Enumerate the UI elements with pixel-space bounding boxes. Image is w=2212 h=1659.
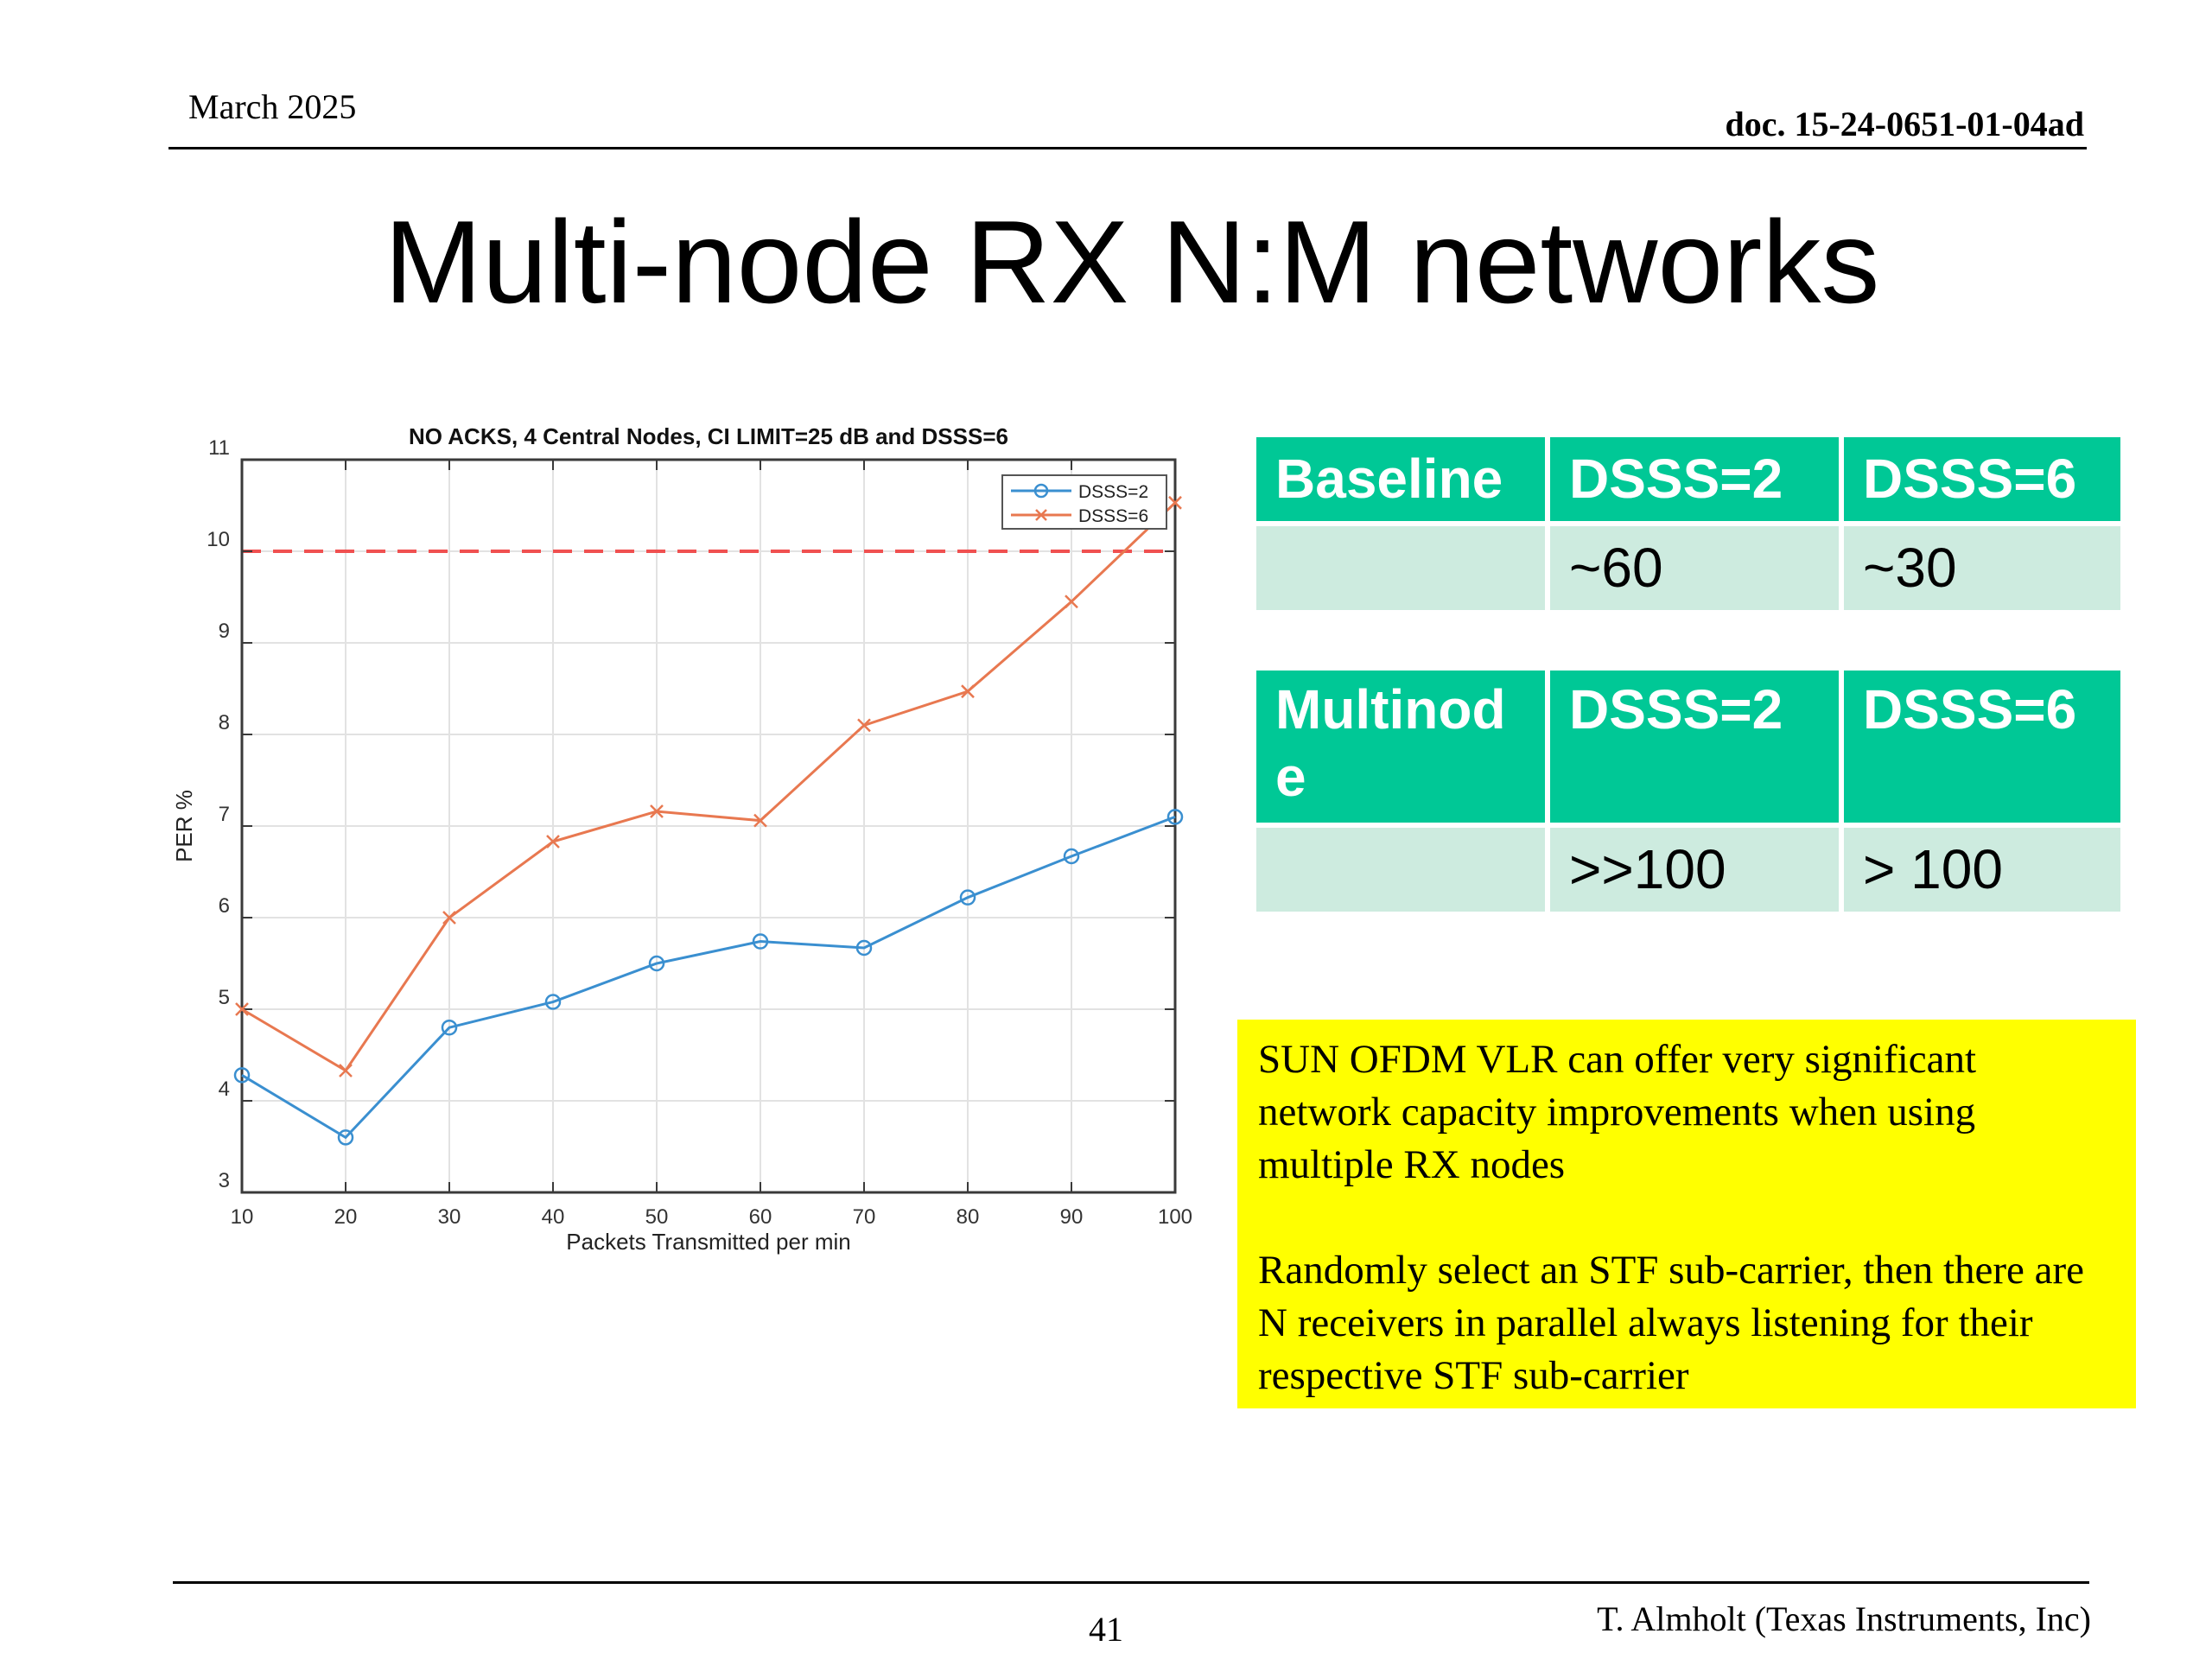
- x-tick-label: 40: [542, 1205, 565, 1229]
- data-point: [753, 813, 767, 828]
- table-header-cell: DSSS=2: [1550, 671, 1839, 823]
- data-point: [857, 718, 871, 733]
- y-tick-label: 9: [219, 620, 230, 643]
- data-point: [961, 684, 975, 699]
- x-tick-label: 60: [749, 1205, 772, 1229]
- multinode-table: Multinod e DSSS=2 DSSS=6 >>100 > 100: [1251, 665, 2126, 917]
- y-tick-label: 7: [219, 803, 230, 826]
- data-point: [1166, 809, 1184, 825]
- data-point: [648, 955, 665, 972]
- x-tick-label: 100: [1158, 1205, 1192, 1229]
- table-header-row: Baseline DSSS=2 DSSS=6: [1256, 437, 2120, 521]
- series-line-dsss-6: [241, 501, 1177, 1073]
- data-point: [441, 1019, 458, 1036]
- chart-title: NO ACKS, 4 Central Nodes, CI LIMIT=25 dB…: [409, 423, 1008, 449]
- series-line-dsss-2: [241, 815, 1176, 1140]
- data-point: [959, 889, 976, 906]
- table-cell: ~60: [1550, 526, 1839, 610]
- x-tick-label: 50: [645, 1205, 669, 1229]
- per-line-chart: 10 20 30 40 50 60 70 80 90 100 3 4 5 6 7 8 9 10 11 NO ACKS,…: [171, 423, 1192, 1255]
- data-point: [752, 933, 769, 950]
- slide-title: Multi-node RX N:M networks: [384, 196, 1880, 327]
- data-point: [1065, 594, 1078, 609]
- y-tick-label: 10: [207, 528, 230, 551]
- y-axis-label: PER %: [171, 790, 197, 862]
- table-cell: [1256, 526, 1545, 610]
- data-point: [546, 835, 560, 849]
- table-header-cell: Baseline: [1256, 437, 1545, 521]
- data-point: [339, 1064, 353, 1077]
- y-tick-label: 11: [208, 436, 230, 460]
- data-point: [337, 1129, 354, 1146]
- table-row: >>100 > 100: [1256, 828, 2120, 912]
- x-tick-label: 70: [853, 1205, 876, 1229]
- data-point: [855, 939, 873, 957]
- data-point: [235, 1002, 249, 1016]
- data-point: [650, 804, 664, 818]
- footer-divider: [173, 1581, 2089, 1584]
- table-cell: >>100: [1550, 828, 1839, 912]
- x-tick-label: 30: [438, 1205, 461, 1229]
- legend-marker: [1035, 509, 1047, 521]
- page-number: 41: [1089, 1610, 1123, 1649]
- data-point: [544, 994, 562, 1010]
- header-divider: [168, 147, 2087, 149]
- legend-label: DSSS=6: [1078, 506, 1148, 526]
- legend-box: [1001, 474, 1167, 530]
- x-tick-label: 80: [957, 1205, 980, 1229]
- header-doc-id: doc. 15-24-0651-01-04ad: [1725, 105, 2084, 143]
- table-header-cell: Multinod e: [1256, 671, 1545, 823]
- x-tick-label: 90: [1060, 1205, 1084, 1229]
- legend-label: DSSS=2: [1078, 482, 1148, 502]
- y-tick-label: 4: [219, 1077, 230, 1101]
- table-row: ~60 ~30: [1256, 526, 2120, 610]
- table-header-row: Multinod e DSSS=2 DSSS=6: [1256, 671, 2120, 823]
- table-cell: ~30: [1844, 526, 2120, 610]
- note-paragraph: Randomly select an STF sub-carrier, then…: [1258, 1248, 2085, 1398]
- highlight-note: SUN OFDM VLR can offer very significant …: [1237, 1020, 2136, 1408]
- note-paragraph: SUN OFDM VLR can offer very significant …: [1258, 1037, 1977, 1187]
- x-axis-label: Packets Transmitted per min: [566, 1229, 850, 1255]
- table-header-cell: DSSS=2: [1550, 437, 1839, 521]
- x-tick-label: 20: [334, 1205, 358, 1229]
- data-point: [1168, 495, 1182, 510]
- y-tick-label: 5: [219, 986, 230, 1009]
- y-tick-label: 3: [219, 1169, 230, 1192]
- baseline-table: Baseline DSSS=2 DSSS=6 ~60 ~30: [1251, 432, 2126, 615]
- data-point: [1063, 848, 1080, 865]
- data-point: [442, 911, 456, 925]
- table-cell: > 100: [1844, 828, 2120, 912]
- y-tick-label: 6: [219, 894, 230, 918]
- table-header-cell: DSSS=6: [1844, 671, 2120, 823]
- footer-author: T. Almholt (Texas Instruments, Inc): [1597, 1599, 2091, 1638]
- x-tick-label: 10: [231, 1205, 254, 1229]
- header-date: March 2025: [188, 87, 357, 126]
- data-point: [233, 1067, 251, 1084]
- y-tick-label: 8: [219, 711, 230, 734]
- table-header-cell: DSSS=6: [1844, 437, 2120, 521]
- legend-marker: [1033, 483, 1049, 499]
- table-cell: [1256, 828, 1545, 912]
